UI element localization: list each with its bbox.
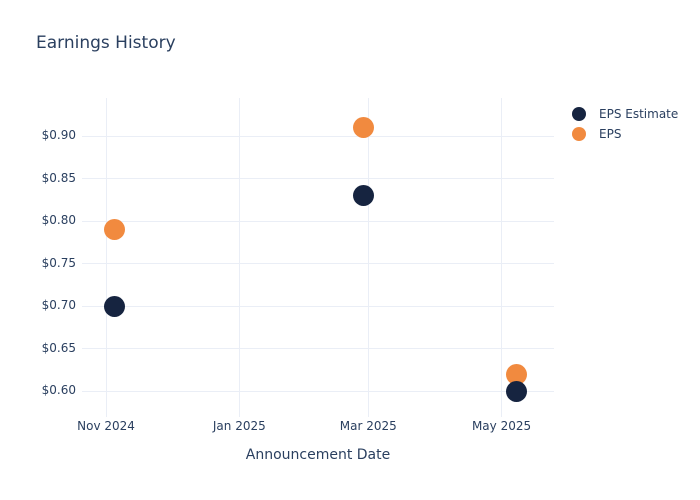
v-gridline (105, 98, 107, 417)
y-tick-label: $0.60 (41, 383, 76, 398)
x-tick-label: May 2025 (471, 419, 532, 433)
x-axis-title: Announcement Date (245, 447, 391, 463)
v-gridline (367, 98, 369, 417)
y-tick-label: $0.75 (41, 255, 76, 270)
h-gridline (82, 135, 554, 137)
legend-item-eps-estimate[interactable]: EPS Estimate (572, 104, 678, 124)
y-tick-label: $0.65 (41, 340, 76, 355)
x-tick-label: Mar 2025 (339, 419, 397, 433)
data-point-eps-estimate[interactable] (353, 185, 375, 207)
y-tick-label: $0.85 (41, 170, 76, 185)
legend-marker-icon (572, 127, 586, 141)
legend: EPS Estimate EPS (572, 104, 678, 144)
x-tick-label: Nov 2024 (77, 419, 135, 433)
h-gridline (82, 348, 554, 350)
h-gridline (82, 390, 554, 392)
legend-item-eps[interactable]: EPS (572, 124, 678, 144)
y-tick-label: $0.90 (41, 128, 76, 143)
y-tick-label: $0.80 (41, 213, 76, 228)
h-gridline (82, 305, 554, 307)
x-tick-label: Jan 2025 (212, 419, 266, 433)
data-point-eps[interactable] (353, 117, 375, 139)
v-gridline (238, 98, 240, 417)
legend-marker-icon (572, 107, 586, 121)
data-point-eps-estimate[interactable] (506, 380, 528, 402)
h-gridline (82, 220, 554, 222)
legend-label: EPS Estimate (599, 107, 679, 121)
y-tick-label: $0.70 (41, 298, 76, 313)
data-point-eps-estimate[interactable] (104, 295, 126, 317)
chart-title: Earnings History (36, 33, 176, 53)
h-gridline (82, 263, 554, 265)
h-gridline (82, 178, 554, 180)
data-point-eps[interactable] (104, 219, 126, 241)
plot-area (82, 98, 554, 417)
data-point-eps[interactable] (506, 363, 528, 385)
legend-label: EPS (599, 127, 622, 141)
v-gridline (501, 98, 503, 417)
